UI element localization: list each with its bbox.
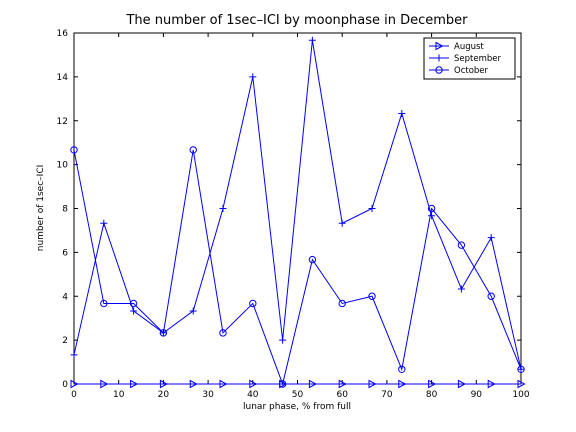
data-point-september: [70, 351, 78, 359]
data-point-august: [368, 379, 377, 389]
x-tick-label: 10: [113, 390, 125, 400]
x-tick-label: 80: [426, 390, 438, 400]
legend-label-september: September: [454, 54, 501, 64]
legend-marker-september: [435, 54, 443, 62]
data-point-august: [308, 379, 317, 389]
legend: August September October: [423, 37, 516, 80]
data-point-october: [249, 299, 257, 308]
series-october: [70, 146, 525, 388]
data-point-september: [398, 110, 406, 118]
y-axis-label: number of 1sec–ICI: [36, 165, 46, 252]
data-point-october: [189, 146, 197, 154]
x-tick-label: 60: [336, 390, 348, 400]
series-layer: [70, 36, 526, 389]
data-point-august: [517, 379, 526, 389]
chart-title: The number of 1sec–ICI by moonphase in D…: [125, 13, 468, 28]
data-point-october: [70, 146, 78, 154]
series-line-september: [73, 40, 522, 370]
data-point-august: [159, 379, 168, 389]
data-point-september: [100, 219, 108, 227]
x-tick-label: 20: [158, 390, 170, 400]
data-point-october: [129, 299, 138, 308]
data-point-september: [279, 336, 287, 344]
x-axis-label: lunar phase, % from full: [243, 402, 351, 412]
data-point-august: [249, 379, 258, 389]
y-tick-label: 14: [57, 73, 69, 83]
data-point-september: [308, 36, 316, 44]
data-point-october: [278, 380, 287, 388]
y-tick-label: 0: [62, 380, 68, 390]
data-point-august: [428, 379, 437, 389]
x-tick-label: 0: [71, 390, 77, 400]
x-tick-label: 50: [292, 390, 304, 400]
data-point-august: [130, 379, 139, 389]
data-point-august: [398, 379, 407, 389]
data-point-september: [457, 285, 465, 293]
legend-marker-august: [435, 41, 444, 51]
x-tick-label: 30: [202, 390, 214, 400]
legend-label-october: October: [454, 66, 489, 76]
data-point-august: [189, 379, 198, 389]
series-september: [70, 36, 525, 373]
x-tick-label: 90: [471, 390, 483, 400]
data-point-october: [368, 292, 376, 300]
data-point-august: [487, 379, 496, 389]
series-august: [70, 379, 526, 389]
data-point-august: [219, 379, 228, 389]
legend-label-august: August: [454, 42, 484, 52]
data-point-october: [457, 241, 466, 249]
data-point-september: [517, 365, 525, 373]
y-tick-label: 4: [62, 292, 68, 302]
data-point-october: [427, 204, 436, 213]
data-point-september: [487, 234, 495, 242]
x-tick-label: 40: [247, 390, 259, 400]
x-tick-label: 100: [512, 390, 529, 400]
legend-marker-october: [435, 66, 443, 74]
data-point-october: [100, 299, 108, 308]
data-point-october: [398, 365, 406, 374]
data-point-august: [70, 379, 79, 389]
data-point-september: [428, 212, 436, 220]
y-tick-label: 16: [57, 29, 69, 39]
y-tick-label: 6: [62, 248, 68, 258]
data-point-october: [517, 365, 525, 374]
data-point-september: [249, 73, 257, 81]
data-point-august: [457, 379, 466, 389]
data-point-october: [487, 292, 495, 300]
y-tick-label: 12: [57, 117, 68, 127]
data-point-october: [159, 329, 168, 337]
data-point-october: [308, 255, 317, 264]
y-tick-label: 8: [62, 205, 68, 215]
data-point-october: [338, 299, 346, 308]
data-point-september: [130, 307, 138, 315]
data-point-september: [338, 219, 346, 227]
data-point-september: [189, 307, 197, 315]
data-point-august: [338, 379, 347, 389]
y-tick-label: 10: [57, 161, 69, 171]
data-point-september: [368, 205, 376, 212]
data-point-august: [100, 379, 109, 389]
axis-ticks: 0 10 20 30 40 50 60 70 80 90 100 0 2 4 6 8 10 12 14 16: [57, 29, 530, 400]
plot-area: [73, 32, 522, 385]
series-line-october: [73, 149, 522, 386]
y-tick-label: 2: [62, 336, 68, 346]
data-point-september: [219, 205, 227, 212]
data-point-october: [219, 329, 227, 337]
x-tick-label: 70: [381, 390, 393, 400]
